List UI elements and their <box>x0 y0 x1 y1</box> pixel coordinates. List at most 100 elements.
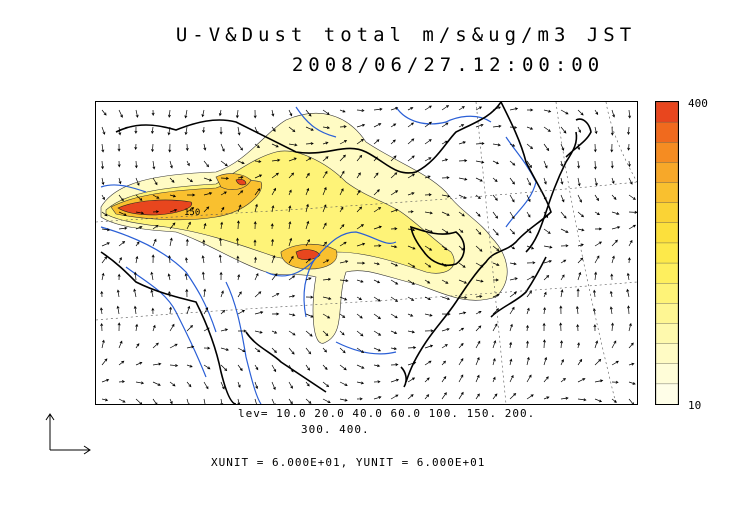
wind-arrow <box>627 305 630 315</box>
wind-arrow <box>390 363 399 367</box>
wind-arrow <box>458 124 465 128</box>
wind-arrow <box>305 277 312 281</box>
wind-arrow <box>220 347 229 352</box>
wind-arrow <box>339 241 347 247</box>
wind-arrow <box>458 245 465 251</box>
wind-arrow <box>117 143 121 152</box>
wind-arrow <box>271 143 279 148</box>
wind-arrow <box>220 221 224 230</box>
wind-arrow <box>373 107 383 111</box>
wind-arrow <box>492 124 502 128</box>
wind-arrow <box>322 398 331 404</box>
wind-arrow <box>133 305 137 315</box>
colorbar-band <box>655 383 679 405</box>
unit-vector-icon <box>45 413 91 455</box>
wind-arrow <box>236 237 240 247</box>
wind-arrow <box>526 177 531 186</box>
dust-wind-map: 150 <box>95 101 638 405</box>
wind-arrow <box>509 126 518 130</box>
wind-arrow <box>594 255 600 264</box>
wind-arrow <box>475 279 484 283</box>
contour-levels-line1: lev= 10.0 20.0 40.0 60.0 100. 150. 200. <box>238 407 536 420</box>
wind-arrow <box>509 143 516 147</box>
wind-arrow <box>475 177 483 182</box>
wind-arrow <box>135 225 143 230</box>
wind-arrow <box>322 126 331 130</box>
wind-arrow <box>271 330 278 334</box>
colorbar-band <box>655 282 679 305</box>
wind-arrow <box>390 262 399 267</box>
wind-arrow <box>237 126 241 136</box>
wind-arrow <box>288 398 293 404</box>
wind-arrow <box>611 177 615 184</box>
wind-arrow <box>526 261 536 265</box>
wind-arrow <box>201 109 205 118</box>
wind-arrow <box>390 378 400 383</box>
wind-arrow <box>441 245 448 251</box>
wind-arrow <box>203 192 213 196</box>
wind-arrow <box>526 394 534 400</box>
wind-arrow <box>288 275 296 281</box>
wind-arrow <box>220 328 229 332</box>
wind-arrow <box>577 271 582 281</box>
wind-arrow <box>560 244 569 248</box>
wind-arrow <box>135 211 145 215</box>
wind-arrow <box>509 211 515 220</box>
lat-lon-grid <box>96 102 637 404</box>
wind-arrow <box>492 194 498 201</box>
wind-arrow <box>424 193 432 197</box>
colorbar-band <box>655 222 679 244</box>
wind-arrow <box>201 255 205 264</box>
wind-arrow <box>322 186 327 196</box>
wind-arrow <box>527 108 534 112</box>
wind-arrow <box>254 160 262 164</box>
dust-field-high <box>117 178 321 260</box>
wind-arrow <box>305 258 311 264</box>
wind-arrow <box>305 347 312 355</box>
wind-arrow <box>203 143 207 151</box>
wind-arrow <box>288 255 294 264</box>
wind-arrow <box>152 194 160 199</box>
wind-arrow <box>628 362 635 366</box>
wind-arrow <box>271 381 276 391</box>
wind-arrow <box>322 170 328 179</box>
wind-arrow <box>407 330 416 334</box>
wind-arrow <box>609 306 613 315</box>
wind-arrow <box>592 308 596 315</box>
wind-arrow <box>339 313 346 318</box>
wind-arrow <box>186 345 195 349</box>
wind-arrow <box>185 288 189 298</box>
wind-arrow <box>356 364 365 369</box>
wind-arrow <box>475 228 482 235</box>
wind-arrow <box>610 273 614 281</box>
wind-arrow <box>271 172 280 179</box>
wind-arrow <box>424 377 430 383</box>
wind-arrow <box>305 398 312 404</box>
wind-arrow <box>101 339 105 349</box>
wind-arrow <box>577 243 584 247</box>
wind-arrow <box>373 380 381 384</box>
wind-arrow <box>492 211 499 219</box>
wind-arrow <box>288 330 296 336</box>
wind-arrow <box>424 175 431 179</box>
wind-arrow <box>577 358 583 366</box>
wind-arrow <box>611 380 619 384</box>
wind-arrow <box>407 262 416 268</box>
wind-arrow <box>254 126 259 135</box>
wind-arrow <box>101 242 110 247</box>
wind-arrow <box>560 143 565 151</box>
wind-arrow <box>135 255 139 264</box>
wind-arrow <box>373 313 381 320</box>
wind-arrow <box>150 289 154 298</box>
wind-arrow <box>559 322 563 332</box>
wind-arrow <box>271 398 276 404</box>
wind-arrow <box>475 160 485 164</box>
wind-arrow <box>339 260 349 264</box>
wind-arrow <box>271 187 276 196</box>
wind-arrow <box>356 154 363 162</box>
wind-arrow <box>133 288 137 298</box>
wind-arrow <box>237 273 241 281</box>
wind-arrow <box>628 398 634 404</box>
wind-arrow <box>628 342 634 349</box>
wind-arrow <box>270 223 274 230</box>
